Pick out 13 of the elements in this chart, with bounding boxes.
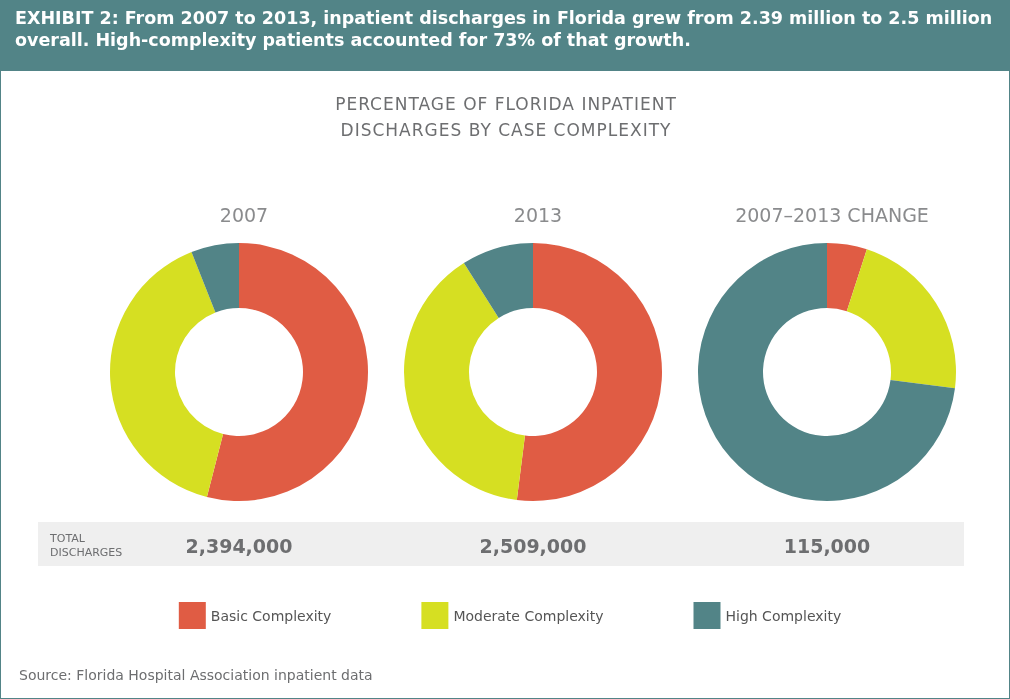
chart-title: 2013 [513,203,563,226]
legend-label: High Complexity [725,607,842,624]
text: PERCENTAGE OF FLORIDA INPATIENT DISCHARGES BY CASE COMPLEXITY [334,93,678,142]
text: 115,000 [783,535,871,557]
legend-label: Moderate Complexity [453,607,604,624]
chart-title: 2007 [219,203,269,226]
text: TOTAL DISCHARGES [49,531,123,559]
chart-title: 2007–2013 CHANGE [735,203,929,226]
source-note: Source: Florida Hospital Association inpatient data [19,667,373,683]
legend-label: Basic Complexity [210,607,332,624]
text: 2,509,000 [479,535,587,557]
text: 2,394,000 [185,535,293,557]
text: EXHIBIT 2: From 2007 to 2013, inpatient discharges in Florida grew from 2.39 million to 2.5 million overall. High-complexity patients accounted for 73% of that growth. [1,1,1009,71]
